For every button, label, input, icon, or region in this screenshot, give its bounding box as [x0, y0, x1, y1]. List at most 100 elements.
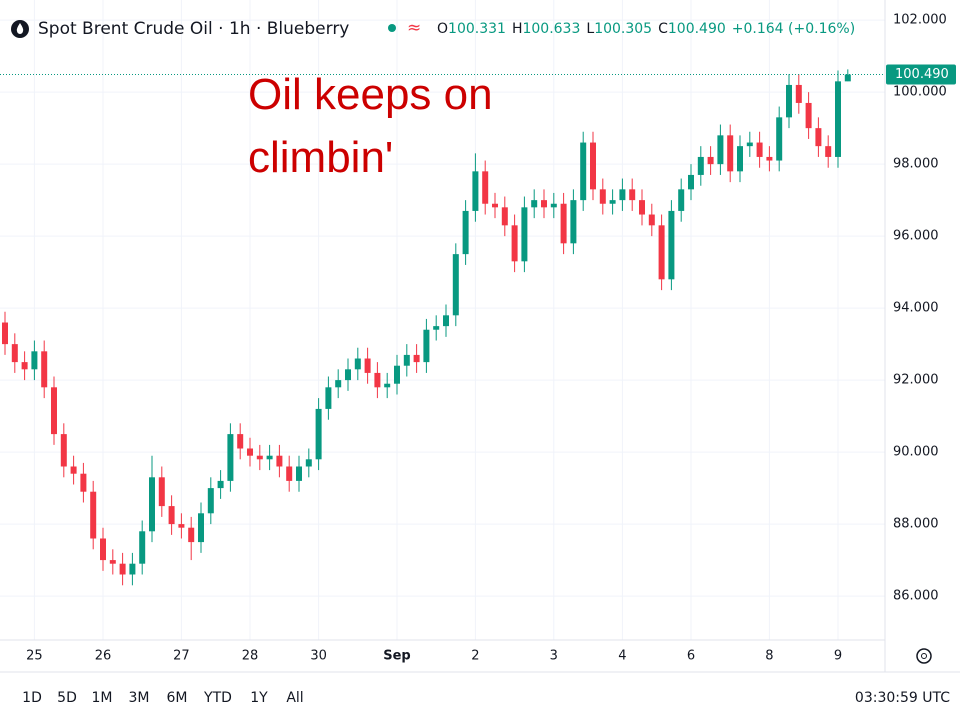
- plot: [0, 69, 885, 586]
- candle-body: [207, 488, 214, 514]
- x-tick-label: 9: [834, 649, 842, 664]
- candle-body: [247, 448, 253, 456]
- candle-body: [384, 383, 391, 388]
- ohlc-value: 100.305: [594, 21, 652, 37]
- candle-body: [786, 84, 792, 118]
- candle-body: [266, 455, 273, 460]
- candle-body: [198, 513, 204, 543]
- candle-body: [345, 369, 351, 381]
- settings-icon[interactable]: [916, 648, 932, 664]
- candle-body: [541, 200, 547, 208]
- x-tick-label: 3: [550, 649, 558, 664]
- ohlc-label: L: [586, 21, 594, 37]
- annotation: Oil keeps on climbin': [248, 70, 493, 182]
- annotation-line: Oil keeps on: [248, 70, 493, 119]
- candle-body: [825, 146, 832, 157]
- candle-body: [658, 225, 665, 280]
- candle-body: [521, 207, 528, 262]
- y-tick-label: 88.000: [893, 517, 939, 532]
- candle-body: [217, 480, 224, 489]
- x-tick-label: 30: [310, 649, 327, 664]
- candle-body: [60, 434, 67, 467]
- candle-body: [609, 200, 616, 204]
- candle-body: [707, 156, 714, 165]
- ohlc-value: 100.490: [668, 21, 726, 37]
- candle-body: [256, 455, 263, 460]
- candle-body: [31, 351, 38, 370]
- candle-body: [550, 203, 557, 208]
- x-tick-label: 27: [173, 649, 190, 664]
- candle-body: [795, 84, 802, 103]
- last-price-tag: [886, 64, 956, 85]
- candle-body: [413, 354, 420, 363]
- candle-body: [90, 491, 97, 539]
- candle-body: [325, 387, 332, 409]
- ohlc-label: H: [512, 21, 523, 37]
- range-button[interactable]: 1M: [92, 690, 113, 706]
- range-button[interactable]: 1Y: [250, 690, 268, 706]
- ohlc-value: 100.331: [448, 21, 506, 37]
- x-tick-label: Sep: [383, 649, 411, 664]
- y-tick-label: 98.000: [893, 157, 939, 172]
- ohlc-label: O: [437, 21, 448, 37]
- candle-body: [305, 459, 312, 467]
- ohlc-label: C: [658, 21, 668, 37]
- candle-body: [374, 372, 381, 388]
- candle-body: [737, 146, 743, 172]
- candle-body: [511, 225, 518, 262]
- candle-body: [678, 189, 685, 211]
- candle-body: [531, 200, 538, 208]
- y-tick-label: 102.000: [893, 13, 947, 28]
- range-button[interactable]: 3M: [129, 690, 150, 706]
- candle-body: [80, 473, 87, 492]
- candle-body: [364, 358, 371, 373]
- range-button[interactable]: 1D: [22, 690, 42, 706]
- range-button[interactable]: All: [286, 690, 303, 706]
- candle-body: [756, 142, 763, 157]
- candle-body: [776, 117, 783, 161]
- candle-body: [835, 81, 841, 157]
- candle-body: [70, 466, 77, 474]
- x-tick-label: 28: [242, 649, 259, 664]
- candle-body: [599, 189, 606, 204]
- candle-body: [188, 527, 195, 543]
- candle-body: [805, 102, 812, 129]
- candle-body: [21, 362, 28, 370]
- candle-body: [403, 354, 410, 366]
- candle-body: [639, 200, 645, 215]
- ohlc-value: 100.633: [522, 21, 580, 37]
- y-tick-label: 96.000: [893, 229, 939, 244]
- candle-body: [423, 329, 430, 363]
- candle-body: [482, 171, 489, 204]
- candle-body: [668, 210, 675, 280]
- x-tick-label: 25: [26, 649, 43, 664]
- range-button[interactable]: 5D: [57, 690, 77, 706]
- candle-body: [237, 434, 244, 449]
- annotation-line: climbin': [248, 133, 393, 182]
- candle-body: [41, 351, 48, 388]
- drop-icon: [16, 23, 24, 34]
- x-tick-label: 6: [687, 649, 695, 664]
- range-button[interactable]: YTD: [203, 690, 232, 706]
- y-tick-label: 100.000: [893, 85, 947, 100]
- range-button[interactable]: 6M: [167, 690, 188, 706]
- wave-icon: ≈: [407, 18, 421, 38]
- candle-body: [717, 135, 724, 165]
- candle-body: [580, 142, 587, 201]
- candle-body: [158, 477, 165, 507]
- candle-body: [501, 207, 508, 226]
- candle-body: [629, 189, 636, 201]
- candle-body: [139, 531, 146, 564]
- toolbar: 1D 5D 1M 3M 6M YTD 1Y All: [22, 690, 304, 706]
- candle-body: [590, 142, 596, 190]
- candle-body: [354, 358, 361, 370]
- clock: 03:30:59 UTC: [855, 690, 950, 706]
- change: +0.164 (+0.16%): [732, 21, 855, 37]
- candle-body: [433, 326, 440, 330]
- candle-body: [570, 200, 577, 244]
- x-tick-label: 8: [765, 649, 773, 664]
- candle-body: [648, 214, 655, 226]
- candle-body: [746, 142, 753, 147]
- x-tick-label: 2: [471, 649, 479, 664]
